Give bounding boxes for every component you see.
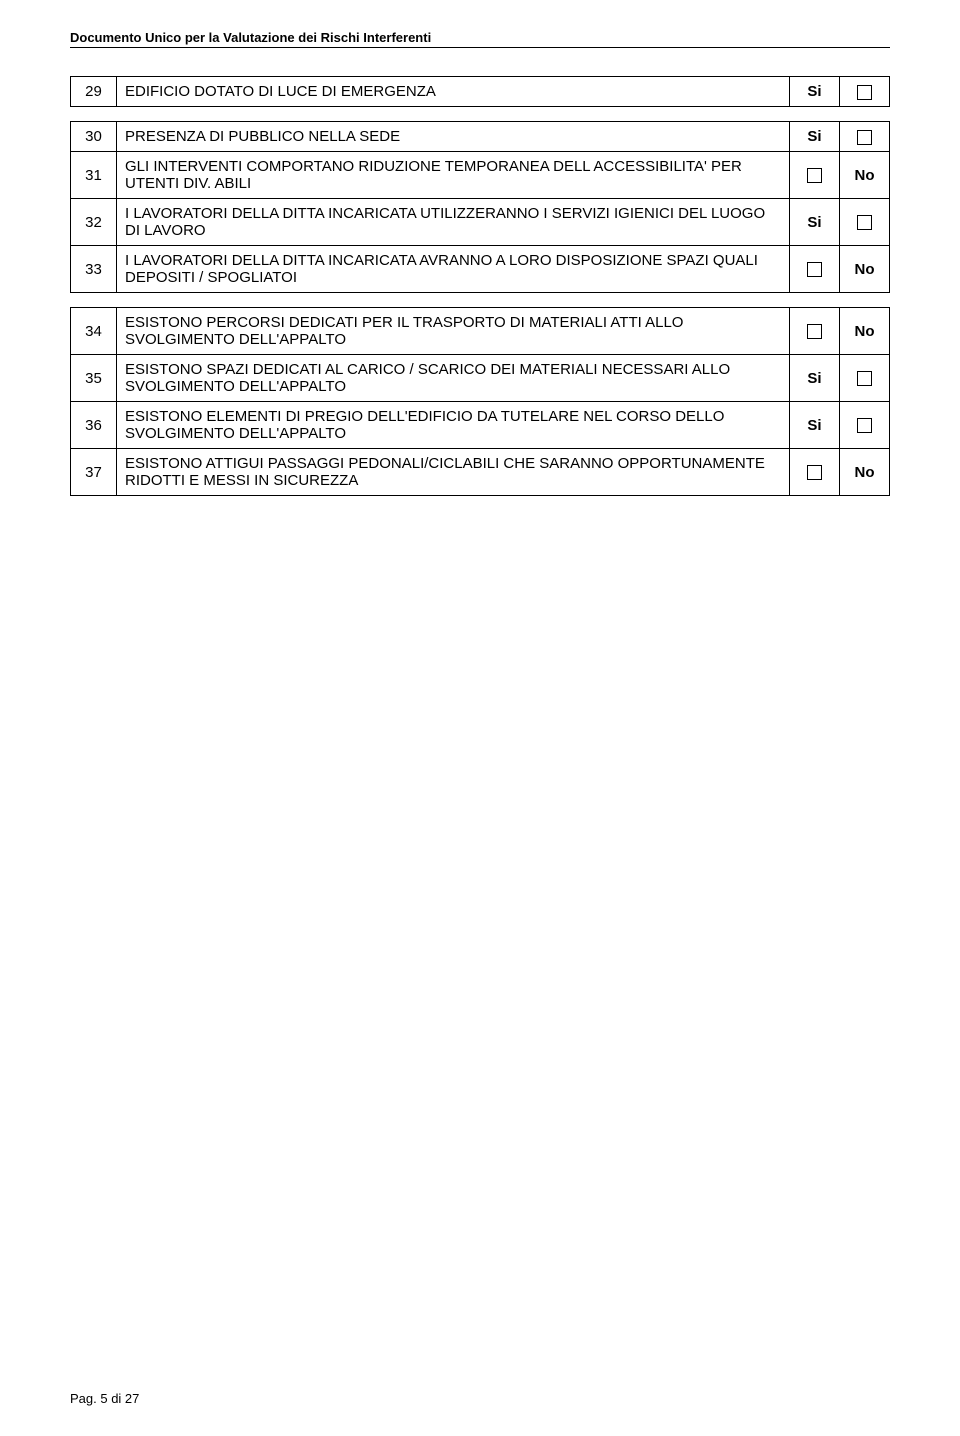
row-text: ESISTONO PERCORSI DEDICATI PER IL TRASPO…: [117, 308, 790, 355]
si-label: Si: [807, 128, 821, 145]
row-si-cell: [790, 246, 840, 293]
table-row: 33I LAVORATORI DELLA DITTA INCARICATA AV…: [71, 246, 890, 293]
row-text: PRESENZA DI PUBBLICO NELLA SEDE: [117, 122, 790, 152]
row-number: 32: [71, 199, 117, 246]
si-label: Si: [807, 83, 821, 100]
row-number: 35: [71, 355, 117, 402]
checkbox-icon[interactable]: [857, 130, 872, 145]
page-footer: Pag. 5 di 27: [70, 1391, 139, 1406]
row-si-cell: Si: [790, 199, 840, 246]
row-text: EDIFICIO DOTATO DI LUCE DI EMERGENZA: [117, 77, 790, 107]
table-row: 35ESISTONO SPAZI DEDICATI AL CARICO / SC…: [71, 355, 890, 402]
row-no-cell: [840, 199, 890, 246]
table-row: 31GLI INTERVENTI COMPORTANO RIDUZIONE TE…: [71, 152, 890, 199]
row-number: 30: [71, 122, 117, 152]
no-label: No: [855, 464, 875, 481]
checkbox-icon[interactable]: [807, 465, 822, 480]
risk-table-3: 34ESISTONO PERCORSI DEDICATI PER IL TRAS…: [70, 307, 890, 496]
table-row: 29EDIFICIO DOTATO DI LUCE DI EMERGENZA Si: [71, 77, 890, 107]
no-label: No: [855, 261, 875, 278]
row-text: I LAVORATORI DELLA DITTA INCARICATA UTIL…: [117, 199, 790, 246]
row-no-cell: [840, 355, 890, 402]
row-si-cell: Si: [790, 402, 840, 449]
row-no-cell: No: [840, 246, 890, 293]
row-no-cell: [840, 122, 890, 152]
checkbox-icon[interactable]: [807, 168, 822, 183]
row-number: 36: [71, 402, 117, 449]
si-label: Si: [807, 214, 821, 231]
si-label: Si: [807, 370, 821, 387]
row-text: ESISTONO ATTIGUI PASSAGGI PEDONALI/CICLA…: [117, 449, 790, 496]
checkbox-icon[interactable]: [857, 215, 872, 230]
row-number: 37: [71, 449, 117, 496]
row-no-cell: [840, 402, 890, 449]
row-si-cell: [790, 152, 840, 199]
table-row: 34ESISTONO PERCORSI DEDICATI PER IL TRAS…: [71, 308, 890, 355]
row-no-cell: No: [840, 449, 890, 496]
row-text: GLI INTERVENTI COMPORTANO RIDUZIONE TEMP…: [117, 152, 790, 199]
table-row: 37ESISTONO ATTIGUI PASSAGGI PEDONALI/CIC…: [71, 449, 890, 496]
row-si-cell: [790, 308, 840, 355]
si-label: Si: [807, 417, 821, 434]
page-header-title: Documento Unico per la Valutazione dei R…: [70, 30, 890, 48]
risk-table-2: 30PRESENZA DI PUBBLICO NELLA SEDE Si 31GLI…: [70, 121, 890, 293]
checkbox-icon[interactable]: [857, 418, 872, 433]
row-si-cell: Si: [790, 355, 840, 402]
row-si-cell: Si: [790, 122, 840, 152]
row-number: 34: [71, 308, 117, 355]
table-row: 36ESISTONO ELEMENTI DI PREGIO DELL'EDIFI…: [71, 402, 890, 449]
no-label: No: [855, 167, 875, 184]
no-label: No: [855, 323, 875, 340]
risk-table-1: 29EDIFICIO DOTATO DI LUCE DI EMERGENZA Si: [70, 76, 890, 107]
row-no-cell: [840, 77, 890, 107]
row-text: ESISTONO SPAZI DEDICATI AL CARICO / SCAR…: [117, 355, 790, 402]
row-no-cell: No: [840, 308, 890, 355]
checkbox-icon[interactable]: [857, 371, 872, 386]
row-si-cell: Si: [790, 77, 840, 107]
table-row: 30PRESENZA DI PUBBLICO NELLA SEDE Si: [71, 122, 890, 152]
row-si-cell: [790, 449, 840, 496]
table-row: 32I LAVORATORI DELLA DITTA INCARICATA UT…: [71, 199, 890, 246]
row-number: 33: [71, 246, 117, 293]
row-text: ESISTONO ELEMENTI DI PREGIO DELL'EDIFICI…: [117, 402, 790, 449]
row-text: I LAVORATORI DELLA DITTA INCARICATA AVRA…: [117, 246, 790, 293]
checkbox-icon[interactable]: [857, 85, 872, 100]
row-no-cell: No: [840, 152, 890, 199]
checkbox-icon[interactable]: [807, 324, 822, 339]
row-number: 31: [71, 152, 117, 199]
row-number: 29: [71, 77, 117, 107]
checkbox-icon[interactable]: [807, 262, 822, 277]
